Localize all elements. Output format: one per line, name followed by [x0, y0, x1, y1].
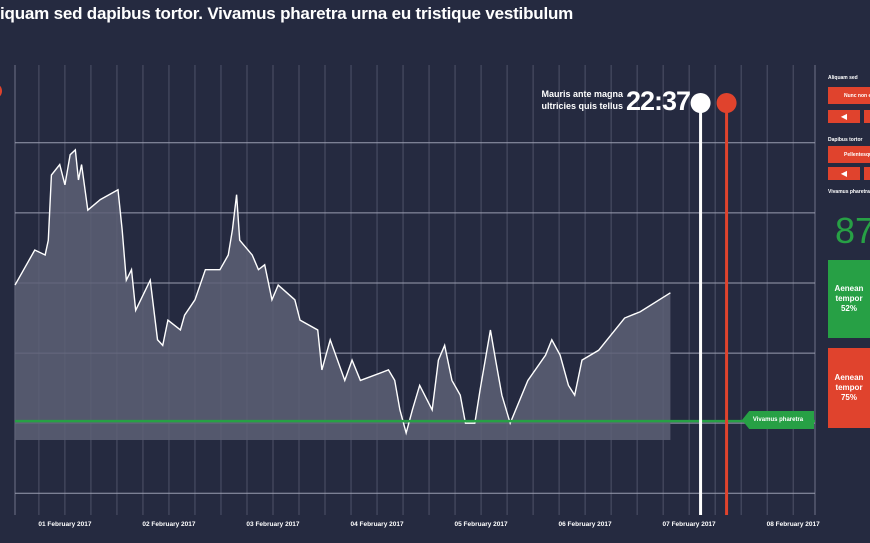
section2-next-button[interactable]: [864, 167, 870, 180]
marker-dot-target: [716, 93, 737, 113]
side-panel: Aliquam sed Nunc non est ◀ Dapibus torto…: [827, 0, 870, 543]
marker-dot-current: [690, 93, 711, 113]
box2-label: Aenean tempor: [834, 373, 864, 392]
clock-label: Mauris ante magna ultricies quis tellus: [540, 88, 623, 112]
section1-prev-button[interactable]: ◀: [828, 110, 860, 123]
section1-button[interactable]: Nunc non est: [828, 87, 870, 104]
box1-value: 52%: [840, 304, 857, 313]
section3-label: Vivamus pharetra: [828, 189, 870, 195]
price-area: [15, 149, 671, 440]
x-tick-label: 06 February 2017: [559, 521, 613, 528]
clock-time: 22:37: [626, 86, 691, 116]
section2-prev-button[interactable]: ◀: [828, 167, 860, 180]
red-stat-box: Aenean tempor 75%: [828, 348, 870, 428]
section2-button[interactable]: Pellentesque vel: [828, 146, 870, 163]
x-tick-label: 01 February 2017: [38, 521, 92, 528]
arrow-left-icon: ◀: [840, 112, 848, 121]
section1-next-button[interactable]: [864, 110, 870, 123]
clock-label-line1: Mauris ante magna: [541, 89, 623, 99]
x-tick-label: 05 February 2017: [454, 521, 508, 528]
x-tick-label: 02 February 2017: [142, 521, 196, 528]
green-stat-box: Aenean tempor 52%: [828, 260, 870, 338]
clock-label-line2: ultricies quis tellus: [541, 101, 623, 111]
section2-label: Dapibus tortor: [828, 137, 863, 143]
threshold-tag: Vivamus pharetra: [742, 411, 814, 429]
x-tick-label: 08 February 2017: [767, 521, 821, 528]
left-marker-dot: [0, 85, 2, 97]
arrow-left-icon: ◀: [840, 169, 848, 178]
big-percent: 87%: [835, 210, 870, 251]
page-title: iquam sed dapibus tortor. Vivamus pharet…: [0, 4, 574, 23]
box2-value: 75%: [840, 393, 857, 402]
x-tick-label: 03 February 2017: [246, 521, 300, 528]
x-tick-label: 04 February 2017: [350, 521, 404, 528]
section1-label: Aliquam sed: [828, 75, 858, 81]
x-tick-label: 07 February 2017: [663, 521, 717, 528]
box1-label: Aenean tempor: [834, 284, 864, 303]
